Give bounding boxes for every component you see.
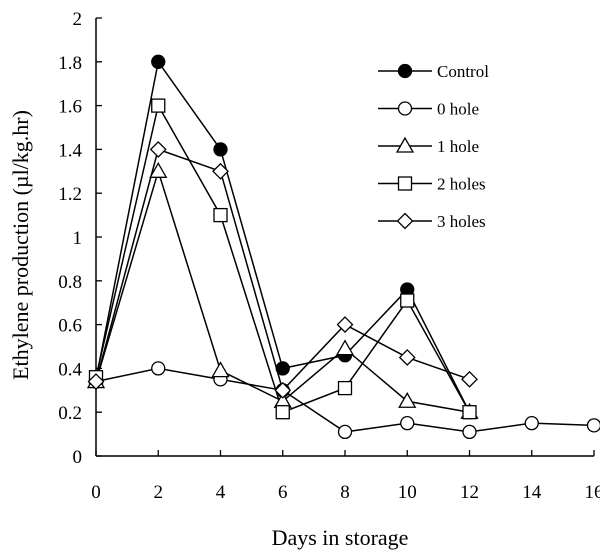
- y-tick-label: 1.6: [58, 97, 82, 118]
- x-tick-label: 8: [340, 482, 350, 503]
- legend-label: 3 holes: [437, 212, 486, 231]
- x-tick-label: 4: [216, 482, 226, 503]
- data-point: [400, 415, 415, 431]
- legend-label: 0 hole: [437, 100, 479, 119]
- y-tick-label: 0.2: [58, 403, 82, 424]
- data-point: [462, 424, 477, 440]
- legend-marker: [396, 212, 414, 230]
- data-point: [275, 405, 290, 420]
- y-tick-label: 0.6: [58, 316, 82, 337]
- legend-marker: [397, 101, 413, 116]
- legend-label: 2 holes: [437, 175, 486, 194]
- data-point: [398, 391, 417, 408]
- series-lines: [95, 59, 595, 433]
- series-line-4: [95, 148, 470, 392]
- y-tick-label: 1.8: [58, 53, 82, 74]
- y-tick-label: 1.2: [58, 184, 82, 205]
- y-axis-ticks: 0 0.2 0.4 0.6 0.8 1 1.2 1.4 1.6 1.8 2: [58, 9, 102, 468]
- legend-marker: [397, 176, 413, 191]
- x-tick-label: 16: [585, 482, 600, 503]
- x-tick-label: 0: [91, 482, 101, 503]
- data-point: [586, 418, 600, 433]
- legend: Control 0 hole 1 hole 2 holes 3 holes: [378, 62, 489, 231]
- data-point: [213, 207, 228, 223]
- data-point: [335, 339, 355, 356]
- data-point: [461, 370, 478, 388]
- data-point: [275, 361, 290, 376]
- y-tick-label: 1: [73, 228, 83, 249]
- data-point: [151, 54, 166, 69]
- series-markers: [86, 54, 600, 440]
- data-point: [337, 424, 353, 440]
- x-axis-label: Days in storage: [272, 525, 409, 550]
- x-tick-label: 6: [278, 482, 288, 503]
- data-point: [274, 381, 292, 399]
- y-axis-label: Ethylene production (µl/kg.hr): [8, 110, 33, 380]
- legend-label: 1 hole: [437, 137, 479, 156]
- y-tick-label: 2: [73, 9, 83, 30]
- x-tick-label: 14: [522, 482, 542, 503]
- data-point: [211, 361, 230, 378]
- x-axis-ticks: 0 2 4 6 8 10 12 14 16: [91, 450, 600, 503]
- data-point: [462, 405, 477, 420]
- data-point: [398, 349, 416, 366]
- data-point: [212, 162, 229, 180]
- legend-label: Control: [437, 62, 489, 81]
- data-point: [336, 316, 354, 334]
- data-point: [149, 161, 168, 178]
- data-point: [524, 415, 539, 431]
- x-tick-label: 12: [460, 482, 479, 503]
- data-point: [337, 380, 353, 396]
- data-point: [151, 98, 166, 113]
- data-point: [87, 373, 105, 390]
- x-tick-label: 10: [398, 482, 417, 503]
- x-tick-label: 2: [154, 482, 164, 503]
- data-point: [213, 142, 228, 157]
- y-tick-label: 0: [73, 447, 83, 468]
- legend-marker: [395, 136, 415, 153]
- y-tick-label: 0.8: [58, 272, 82, 293]
- legend-marker: [397, 63, 413, 79]
- data-point: [149, 140, 167, 158]
- data-point: [400, 293, 415, 308]
- data-point: [151, 361, 166, 376]
- y-tick-label: 0.4: [58, 359, 82, 380]
- y-tick-label: 1.4: [58, 140, 82, 161]
- series-line-1: [95, 367, 595, 433]
